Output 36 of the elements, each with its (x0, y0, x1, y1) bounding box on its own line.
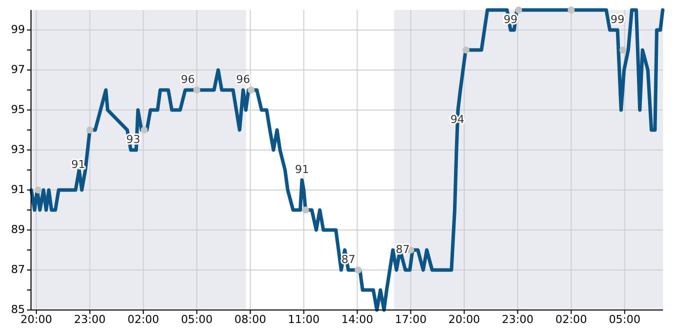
y-tick-label: 93 (11, 143, 25, 156)
x-tick-label: 20:00 (20, 313, 52, 326)
x-tick-label: 08:00 (234, 313, 266, 326)
x-tick-label: 14:00 (341, 313, 374, 326)
x-tick-label: 23:00 (74, 313, 106, 326)
y-tick-label: 97 (11, 63, 25, 76)
annotation: 99 (504, 13, 518, 26)
y-tick-label: 91 (11, 183, 25, 196)
point (354, 266, 362, 274)
x-tick-label: 20:00 (448, 313, 480, 326)
x-tick-label: 02:00 (555, 313, 588, 326)
x-tick-label: 05:00 (180, 313, 213, 326)
y-tick-label: 89 (11, 223, 25, 236)
annotation: 96 (180, 73, 195, 86)
annotation: 99 (610, 13, 625, 26)
y-tick-label: 99 (11, 23, 25, 36)
point (248, 86, 255, 94)
point (568, 6, 575, 14)
point (140, 126, 148, 134)
annotation: 91 (294, 163, 309, 176)
annotation: 87 (396, 243, 410, 256)
point (34, 186, 42, 194)
x-tick-label: 17:00 (394, 313, 427, 326)
x-tick-label: 11:00 (288, 313, 320, 326)
x-tick-label: 05:00 (608, 313, 641, 326)
x-tick-label: 23:00 (502, 313, 534, 326)
annotation: 91 (71, 158, 86, 172)
point (462, 46, 470, 54)
point (86, 126, 94, 134)
annotation: 96 (236, 73, 250, 86)
x-tick-label: 02:00 (127, 313, 160, 326)
point (515, 6, 522, 14)
y-tick-label: 87 (11, 263, 25, 276)
point (302, 206, 310, 214)
y-tick-label: 95 (11, 103, 25, 116)
point (193, 86, 200, 94)
